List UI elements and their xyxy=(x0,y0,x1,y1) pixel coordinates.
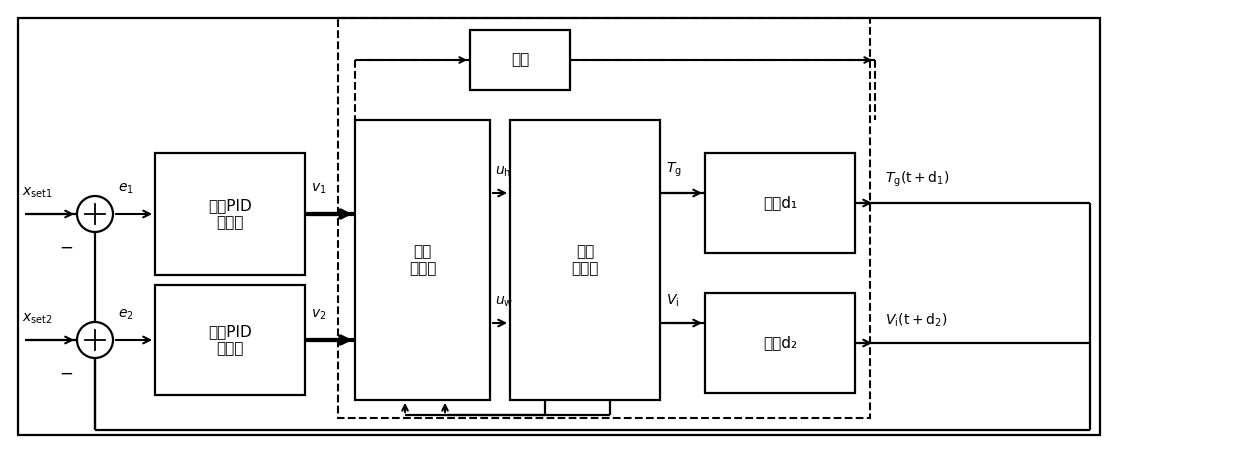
Text: $V_{\mathrm{i}}$: $V_{\mathrm{i}}$ xyxy=(667,293,679,309)
Text: 温室
温湿度: 温室 温湿度 xyxy=(571,244,598,276)
FancyBboxPatch shape xyxy=(705,293,855,393)
FancyBboxPatch shape xyxy=(705,153,855,253)
Text: $v_1$: $v_1$ xyxy=(311,182,326,196)
FancyBboxPatch shape xyxy=(155,285,305,395)
FancyBboxPatch shape xyxy=(356,120,489,400)
Text: 温度PID
控制器: 温度PID 控制器 xyxy=(208,198,252,230)
Text: 延时d₂: 延时d₂ xyxy=(763,336,797,350)
FancyBboxPatch shape xyxy=(470,30,570,90)
Text: $-$: $-$ xyxy=(58,364,73,382)
Circle shape xyxy=(77,322,113,358)
Text: $-$: $-$ xyxy=(58,238,73,256)
Text: $T_{\mathrm{g}}(\mathrm{t+d_1})$: $T_{\mathrm{g}}(\mathrm{t+d_1})$ xyxy=(885,170,949,189)
Text: $u_{\mathrm{w}}$: $u_{\mathrm{w}}$ xyxy=(496,295,513,309)
Text: $x_{\mathrm{set2}}$: $x_{\mathrm{set2}}$ xyxy=(22,312,52,326)
Circle shape xyxy=(77,196,113,232)
Text: 湿度PID
控制器: 湿度PID 控制器 xyxy=(208,324,252,356)
Text: $e_2$: $e_2$ xyxy=(118,307,134,322)
Text: $T_{\mathrm{g}}$: $T_{\mathrm{g}}$ xyxy=(667,161,681,179)
Text: $u_{\mathrm{h}}$: $u_{\mathrm{h}}$ xyxy=(496,165,512,179)
Text: $v_2$: $v_2$ xyxy=(311,307,326,322)
Text: 积分: 积分 xyxy=(510,53,529,67)
Text: $x_{\mathrm{set1}}$: $x_{\mathrm{set1}}$ xyxy=(22,186,53,201)
Text: $V_{\mathrm{i}}(\mathrm{t+d_2})$: $V_{\mathrm{i}}(\mathrm{t+d_2})$ xyxy=(885,312,947,329)
Text: $e_1$: $e_1$ xyxy=(118,182,134,196)
Text: 延时d₁: 延时d₁ xyxy=(763,195,797,211)
FancyBboxPatch shape xyxy=(510,120,660,400)
FancyBboxPatch shape xyxy=(155,153,305,275)
Text: 精确
线性化: 精确 线性化 xyxy=(409,244,436,276)
